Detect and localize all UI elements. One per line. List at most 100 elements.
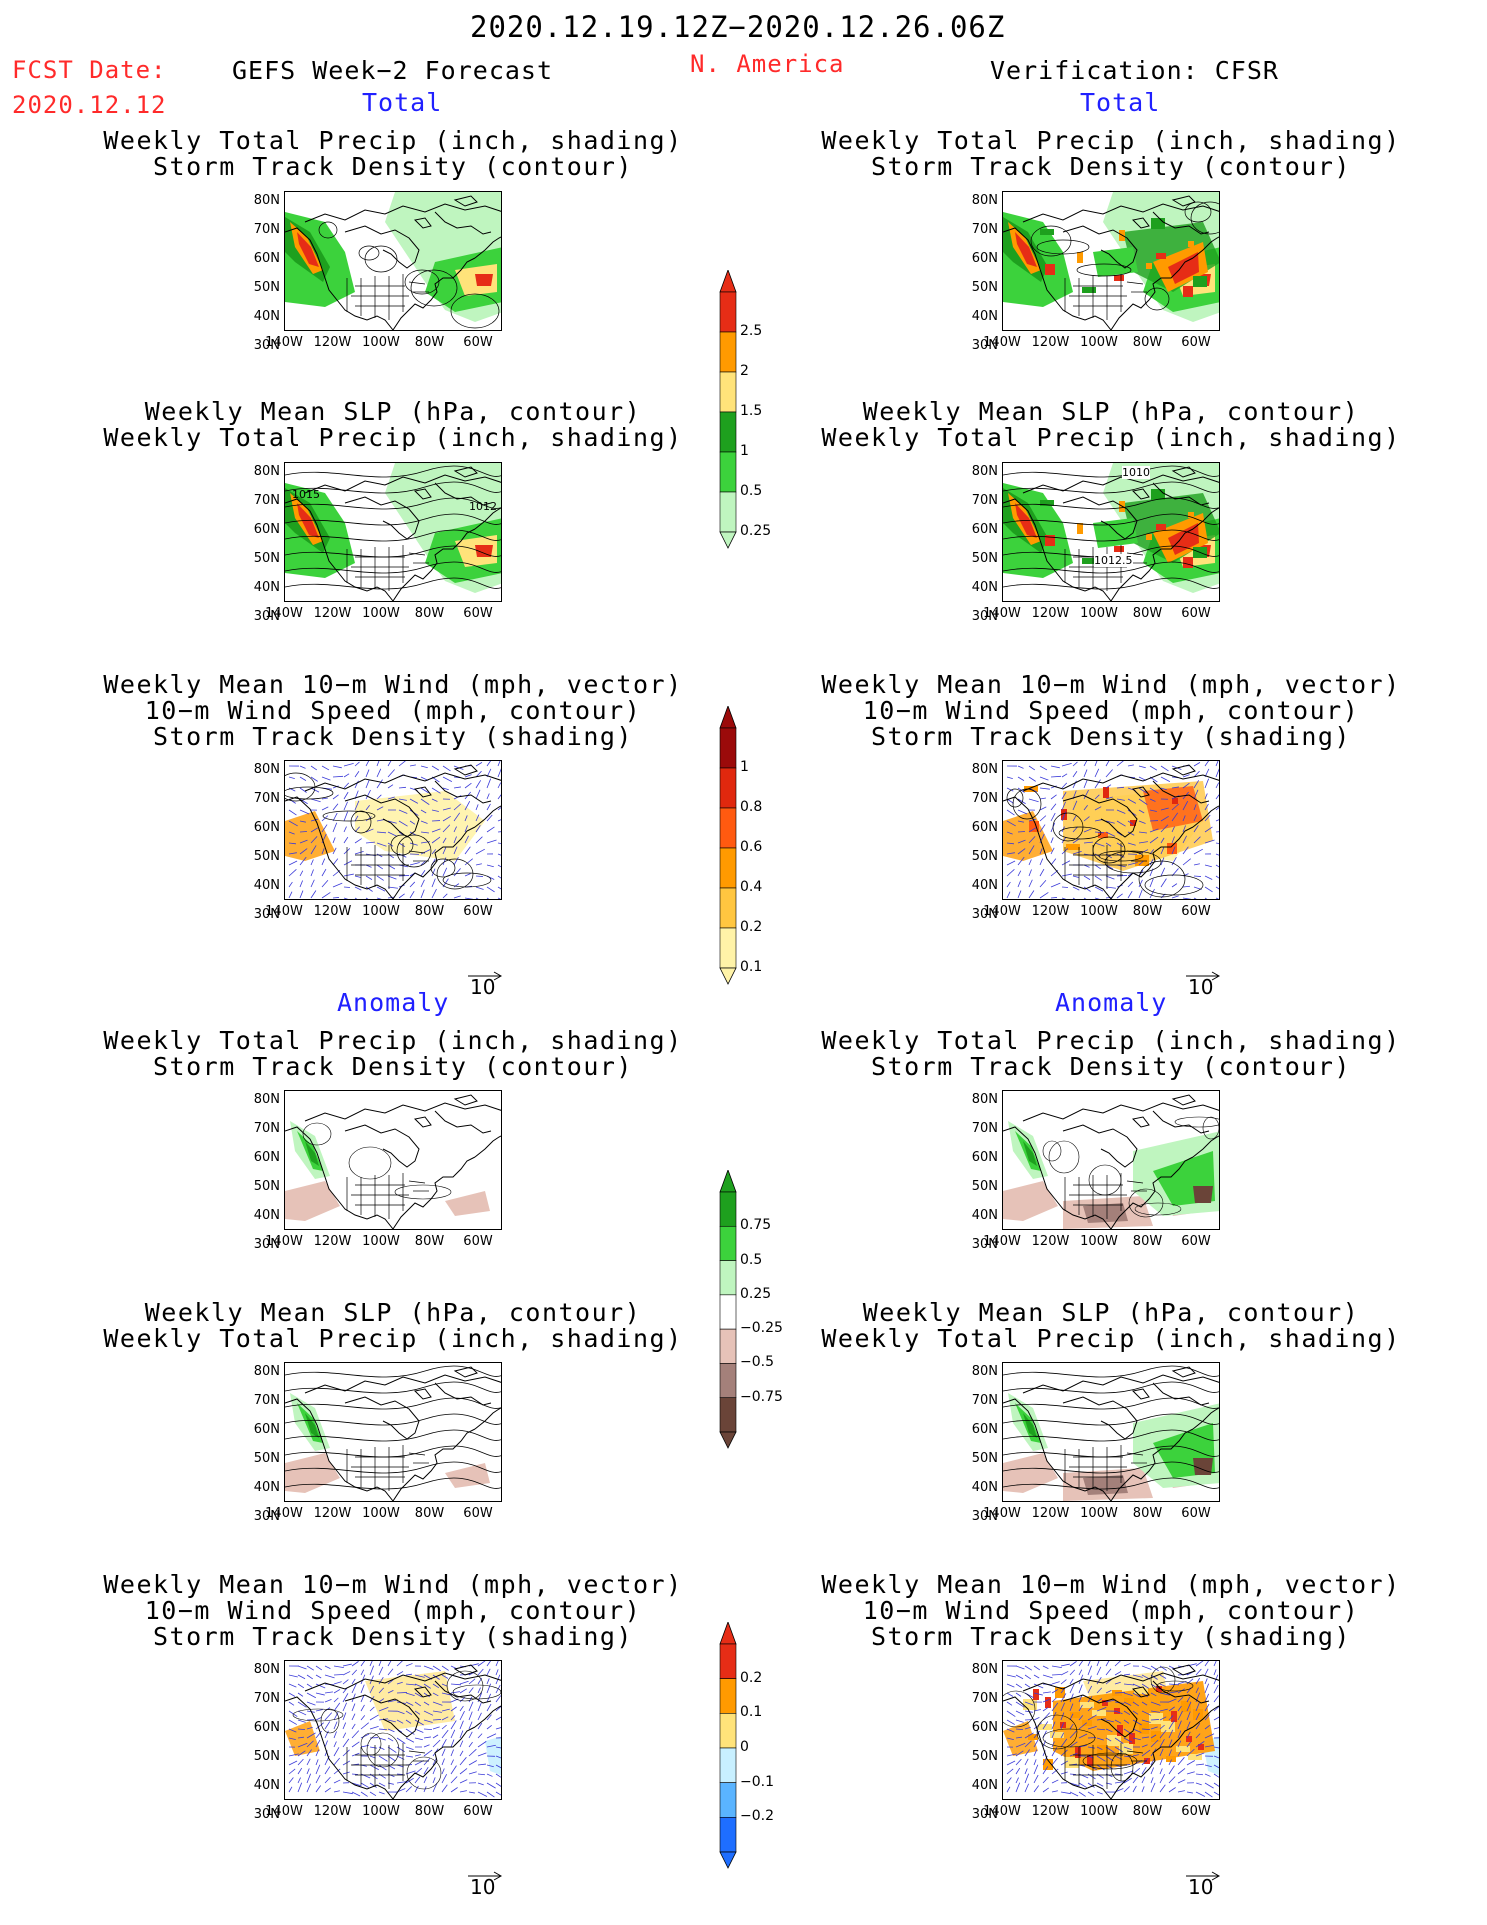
lat-tick-label: 40N: [971, 878, 998, 893]
lat-tick-label: 30N: [971, 1509, 998, 1524]
map-left-5: [284, 1362, 502, 1502]
lat-tick-label: 70N: [253, 1393, 280, 1408]
vector-reference-arrow: [468, 971, 503, 981]
lat-tick-label: 60N: [971, 1720, 998, 1735]
lon-tick-label: 60W: [463, 606, 493, 621]
lon-tick-label: 100W: [1080, 904, 1118, 919]
colorbar-tick-label: 0.1: [740, 959, 763, 975]
lon-tick-label: 140W: [265, 904, 303, 919]
lon-tick-label: 120W: [1031, 606, 1070, 621]
colorbar-tick-label: 1: [740, 759, 749, 775]
panel-title-right-2: Weekly Mean SLP (hPa, contour) Weekly To…: [821, 397, 1401, 452]
lat-tick-label: 30N: [971, 1237, 998, 1252]
lon-tick-label: 80W: [1132, 1804, 1163, 1819]
section-anomaly-left: Anomaly: [337, 988, 450, 1017]
lat-tick-label: 50N: [253, 1179, 280, 1194]
lon-tick-label: 60W: [463, 1506, 493, 1521]
panel-title-right-1: Weekly Total Precip (inch, shading) Stor…: [821, 126, 1401, 181]
lat-tick-label: 40N: [253, 878, 280, 893]
map-right-5: [1002, 1362, 1220, 1502]
lon-tick-label: 120W: [1031, 1234, 1070, 1249]
lat-tick-label: 50N: [971, 1179, 998, 1194]
lat-tick-label: 40N: [971, 1778, 998, 1793]
lat-tick-label: 30N: [253, 1237, 280, 1252]
lon-tick-label: 120W: [313, 1234, 352, 1249]
lat-tick-label: 40N: [971, 1208, 998, 1223]
lat-tick-label: 40N: [253, 580, 280, 595]
lon-tick-label: 80W: [414, 1234, 445, 1249]
lat-tick-label: 60N: [253, 1150, 280, 1165]
lat-tick-label: 70N: [971, 1393, 998, 1408]
lon-tick-label: 120W: [1031, 1506, 1070, 1521]
panel-title-left-4: Weekly Total Precip (inch, shading) Stor…: [103, 1026, 683, 1081]
lat-tick-label: 80N: [253, 1364, 280, 1379]
lon-tick-label: 140W: [983, 606, 1021, 621]
colorbar-tick-label: −0.75: [740, 1388, 783, 1405]
lon-tick-label: 100W: [362, 606, 400, 621]
lon-tick-label: 100W: [362, 904, 400, 919]
colorbar-tick-label: 0.4: [740, 879, 763, 895]
lat-tick-label: 60N: [253, 522, 280, 537]
lat-tick-label: 80N: [971, 1662, 998, 1677]
lat-tick-label: 80N: [971, 1092, 998, 1107]
map-right-3: [1002, 760, 1220, 900]
lon-tick-label: 120W: [313, 606, 352, 621]
slp-contour-label: 1012: [469, 500, 497, 513]
colorbar-precip_anom: [719, 1170, 737, 1449]
colorbar-tick-label: 0.6: [740, 839, 763, 855]
lon-tick-label: 100W: [1080, 606, 1118, 621]
panel-title-right-6: Weekly Mean 10−m Wind (mph, vector) 10−m…: [821, 1570, 1401, 1651]
lat-tick-label: 50N: [971, 1749, 998, 1764]
colorbar-tick-label: −0.2: [740, 1808, 774, 1825]
lon-tick-label: 80W: [414, 1804, 445, 1819]
lat-tick-label: 80N: [971, 1364, 998, 1379]
map-right-4: [1002, 1090, 1220, 1230]
lat-tick-label: 50N: [253, 551, 280, 566]
lat-tick-label: 80N: [253, 1662, 280, 1677]
lon-tick-label: 120W: [313, 904, 352, 919]
colorbar-storm_anom: [719, 1622, 737, 1869]
header-title: 2020.12.19.12Z−2020.12.26.06Z: [470, 10, 1006, 44]
lat-tick-label: 30N: [253, 1509, 280, 1524]
lon-tick-label: 80W: [1132, 904, 1163, 919]
vector-reference-arrow: [468, 1871, 503, 1881]
colorbar-tick-label: 0.2: [740, 919, 763, 935]
region-label: N. America: [690, 50, 845, 78]
lon-tick-label: 140W: [983, 1804, 1021, 1819]
lon-tick-label: 120W: [313, 1804, 352, 1819]
lat-tick-label: 40N: [971, 580, 998, 595]
lat-tick-label: 50N: [253, 1749, 280, 1764]
lat-tick-label: 80N: [253, 464, 280, 479]
panel-title-left-5: Weekly Mean SLP (hPa, contour) Weekly To…: [103, 1298, 683, 1353]
lat-tick-label: 50N: [253, 280, 280, 295]
lon-tick-label: 80W: [1132, 335, 1163, 350]
slp-contour-label: 1010: [1122, 466, 1150, 479]
slp-contour-label: 1012.5: [1094, 554, 1133, 567]
panel-title-left-3: Weekly Mean 10−m Wind (mph, vector) 10−m…: [103, 670, 683, 751]
lat-tick-label: 60N: [971, 522, 998, 537]
lon-tick-label: 60W: [1181, 335, 1211, 350]
map-left-2: [284, 462, 502, 602]
lat-tick-label: 70N: [971, 1691, 998, 1706]
lat-tick-label: 30N: [971, 1807, 998, 1822]
lat-tick-label: 40N: [253, 1208, 280, 1223]
lat-tick-label: 60N: [971, 1422, 998, 1437]
lon-tick-label: 120W: [313, 335, 352, 350]
lat-tick-label: 60N: [253, 1422, 280, 1437]
lon-tick-label: 100W: [362, 1804, 400, 1819]
lat-tick-label: 70N: [971, 791, 998, 806]
lat-tick-label: 40N: [253, 309, 280, 324]
map-right-1: [1002, 191, 1220, 331]
lon-tick-label: 80W: [414, 904, 445, 919]
lat-tick-label: 70N: [971, 493, 998, 508]
colorbar-tick-label: 0.75: [740, 1217, 772, 1234]
lon-tick-label: 140W: [983, 1234, 1021, 1249]
lon-tick-label: 140W: [265, 606, 303, 621]
lon-tick-label: 100W: [1080, 335, 1118, 350]
lon-tick-label: 80W: [414, 1506, 445, 1521]
lat-tick-label: 80N: [971, 762, 998, 777]
lat-tick-label: 80N: [971, 193, 998, 208]
lon-tick-label: 100W: [362, 335, 400, 350]
fcst-date-label: FCST Date:: [12, 56, 167, 84]
colorbar-tick-label: 0.5: [740, 483, 763, 499]
